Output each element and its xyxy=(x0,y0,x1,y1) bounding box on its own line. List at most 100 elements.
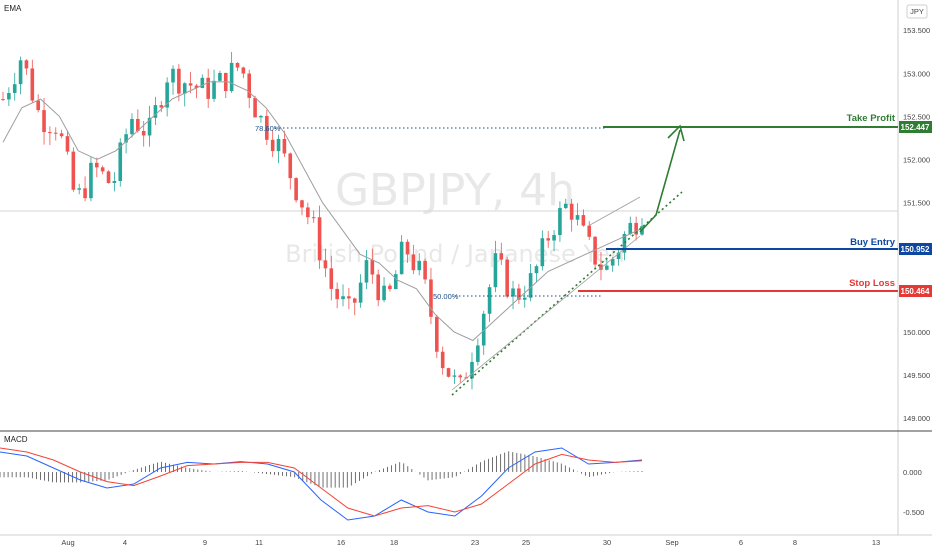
x-tick-label: 11 xyxy=(255,538,263,547)
y-tick-label: 153.500 xyxy=(903,26,930,35)
buy-entry-label: Buy Entry xyxy=(850,237,896,248)
candle-body xyxy=(616,252,621,260)
candle-body xyxy=(65,136,70,152)
ema-line xyxy=(2,81,643,342)
candle-body xyxy=(558,208,562,236)
buy-entry-badge-text: 150.952 xyxy=(901,245,930,254)
candle-body xyxy=(259,115,263,118)
stop-loss-label: Stop Loss xyxy=(849,278,895,289)
signal-line xyxy=(0,447,643,517)
stop-loss-badge-text: 150.464 xyxy=(901,287,930,296)
projection-arrowhead xyxy=(667,124,685,142)
fib-50-label: 50.00% xyxy=(433,292,459,301)
candle-body xyxy=(376,274,380,301)
candle-body xyxy=(153,105,158,118)
candle-body xyxy=(276,138,281,152)
x-axis-ticks: Aug 4 9 11 16 18 23 25 30 Sep 6 8 13 xyxy=(61,538,880,547)
projection-arrow xyxy=(639,129,681,233)
candle-body xyxy=(575,215,580,220)
y-tick-label: 149.000 xyxy=(903,414,930,423)
candle-body xyxy=(59,133,64,137)
candle-body xyxy=(177,68,181,94)
candle-body xyxy=(388,285,392,290)
candle-body xyxy=(106,171,111,184)
candle-body xyxy=(100,167,105,172)
candle-body xyxy=(136,118,140,131)
channel-line-upper xyxy=(589,196,641,226)
candle-body xyxy=(622,234,627,253)
candle-body xyxy=(30,68,35,101)
candle-body xyxy=(411,254,416,271)
macd-tick-label: -0.500 xyxy=(903,508,924,517)
currency-badge[interactable] xyxy=(906,4,928,19)
candle-body xyxy=(329,268,334,289)
candle-body xyxy=(599,264,603,270)
take-profit-badge xyxy=(899,121,932,133)
candle-body xyxy=(552,235,556,241)
candle-body xyxy=(341,296,345,300)
macd-axis-ticks: 0.000 -0.500 xyxy=(903,468,924,517)
y-tick-label: 151.500 xyxy=(903,199,930,208)
candle-body xyxy=(235,62,240,68)
candle-body xyxy=(71,151,76,190)
candle-body xyxy=(311,217,316,219)
y-tick-label: 149.500 xyxy=(903,371,930,380)
indicator-label: EMA xyxy=(4,4,22,13)
candle-body xyxy=(610,259,615,266)
x-tick-label: 4 xyxy=(123,538,127,547)
candle-body xyxy=(130,118,134,135)
macd-histogram xyxy=(0,451,643,488)
candle-body xyxy=(42,110,46,133)
take-profit-badge-text: 152.447 xyxy=(901,123,930,132)
x-tick-label: 6 xyxy=(739,538,743,547)
candle-body xyxy=(364,260,369,283)
candle-body xyxy=(182,83,187,94)
candle-body xyxy=(352,298,357,303)
candle-body xyxy=(587,225,592,237)
candle-body xyxy=(83,188,87,199)
candle-body xyxy=(159,105,164,108)
buy-entry-badge xyxy=(899,243,932,255)
candle-body xyxy=(522,297,527,300)
candle-body xyxy=(118,142,123,182)
candle-body xyxy=(171,68,175,83)
y-tick-label: 152.500 xyxy=(903,112,930,121)
candle-body xyxy=(194,85,199,88)
candle-body xyxy=(218,72,222,81)
x-tick-label: 9 xyxy=(203,538,207,547)
candle-body xyxy=(593,236,597,265)
x-tick-label: 30 xyxy=(603,538,611,547)
x-tick-label: 23 xyxy=(471,538,479,547)
candle-body xyxy=(481,313,486,346)
y-tick-label: 153.000 xyxy=(903,69,930,78)
candle-body xyxy=(634,222,638,235)
candle-body xyxy=(317,217,322,261)
candle-body xyxy=(335,288,339,300)
take-profit-label: Take Profit xyxy=(847,113,896,124)
candle-body xyxy=(294,178,298,201)
candle-body xyxy=(405,241,410,255)
candle-body xyxy=(534,266,539,274)
macd-tick-label: 0.000 xyxy=(903,468,922,477)
candle-body xyxy=(417,260,422,271)
candle-body xyxy=(487,287,492,314)
candle-body xyxy=(628,222,633,235)
candle-body xyxy=(165,82,169,108)
candle-body xyxy=(511,288,515,297)
candle-body xyxy=(540,238,545,267)
candle-body xyxy=(36,100,40,111)
candle-body xyxy=(300,200,304,208)
candle-body xyxy=(493,253,498,288)
candle-body xyxy=(505,259,509,297)
x-tick-label: 16 xyxy=(337,538,345,547)
candle-body xyxy=(94,162,99,168)
macd-line xyxy=(0,447,643,521)
candle-body xyxy=(200,77,205,88)
watermark-name: British Pound / Japanese Yen xyxy=(285,240,625,268)
macd-label: MACD xyxy=(4,435,28,444)
fib-78-label: 78.60% xyxy=(255,124,281,133)
candle-body xyxy=(265,115,269,140)
candle-body xyxy=(470,361,474,379)
candle-body xyxy=(282,138,287,154)
candle-body xyxy=(358,282,363,303)
